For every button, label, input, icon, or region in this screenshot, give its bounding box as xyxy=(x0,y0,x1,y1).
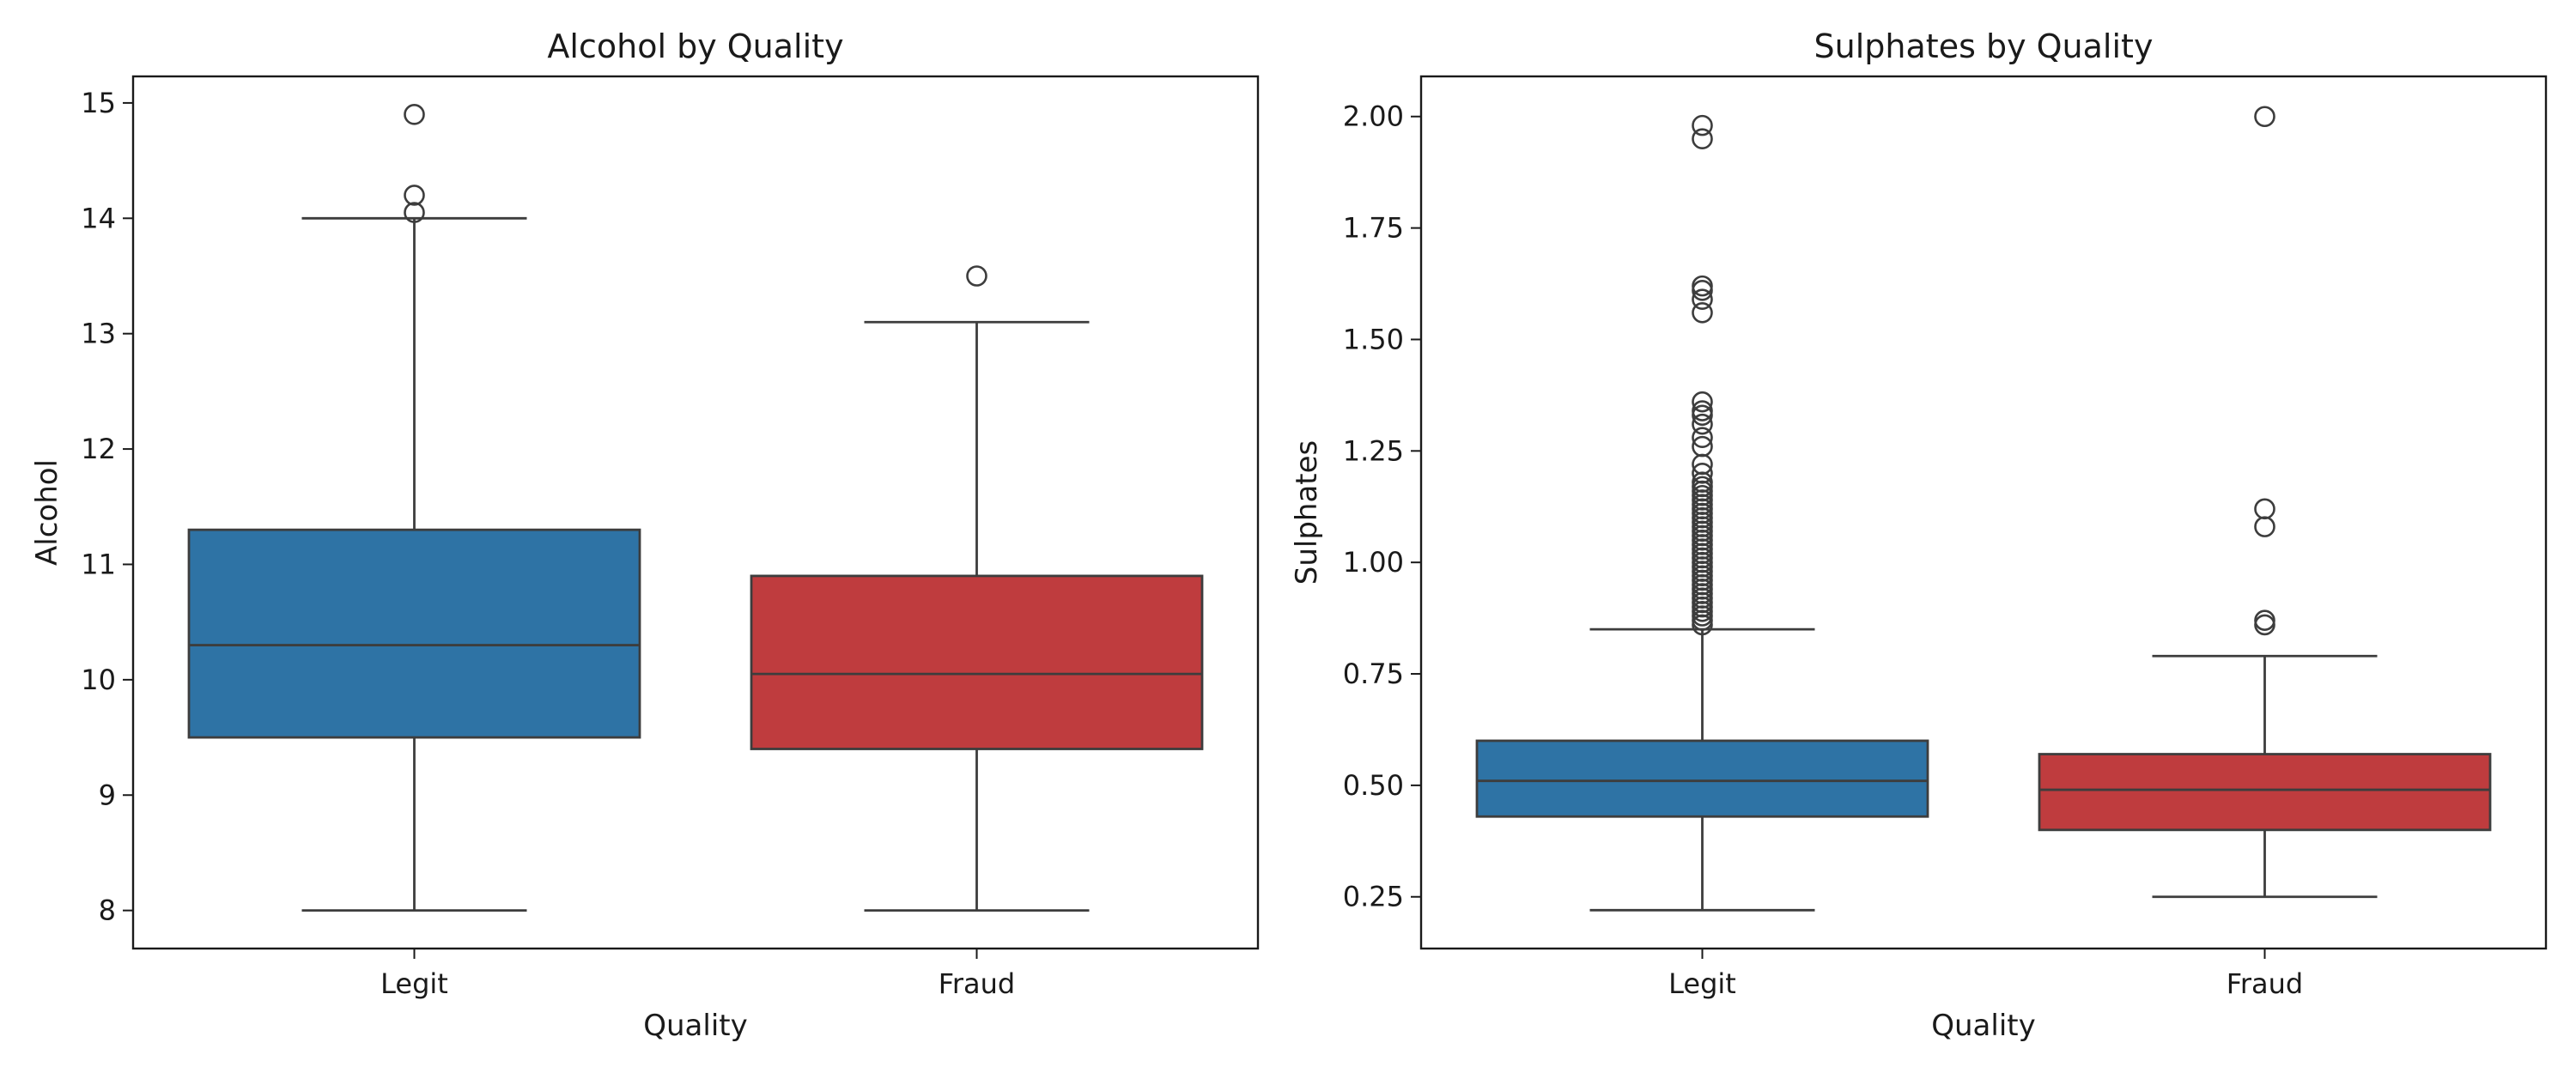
x-axis-label: Quality xyxy=(643,1009,748,1043)
y-tick-label: 14 xyxy=(81,202,116,234)
outlier-point xyxy=(1692,275,1713,297)
y-tick-label: 0.25 xyxy=(1343,881,1404,913)
interquartile-box xyxy=(2038,753,2492,832)
chart-title: Alcohol by Quality xyxy=(547,27,843,65)
y-axis-label: Sulphates xyxy=(1290,440,1324,585)
box-legit xyxy=(1475,114,1929,912)
y-tick-label: 15 xyxy=(81,87,116,119)
y-tick-label: 10 xyxy=(81,664,116,696)
plot-area: 0.25 0.50 0.75 1.00 1.25 1.50 1.75 2.00 Legit Fra… xyxy=(1343,75,2548,1000)
y-tick-label: 9 xyxy=(99,779,116,811)
y-tick-label: 1.75 xyxy=(1343,212,1404,245)
outlier-point xyxy=(1692,128,1713,150)
axes-frame xyxy=(1419,75,2548,950)
x-tick-label: Fraud xyxy=(2227,967,2303,1000)
plot-area: 8 9 10 11 12 13 14 15 Legit Fraud xyxy=(81,75,1260,1000)
y-tick-label: 0.50 xyxy=(1343,769,1404,802)
chart-title: Sulphates by Quality xyxy=(1814,27,2154,65)
box-fraud xyxy=(750,265,1204,912)
x-axis-label: Quality xyxy=(1931,1009,2036,1043)
y-tick-label: 11 xyxy=(81,548,116,580)
y-tick-label: 0.75 xyxy=(1343,658,1404,690)
x-tick-label: Fraud xyxy=(939,967,1015,1000)
outlier-point xyxy=(1692,427,1713,449)
y-tick-label: 1.25 xyxy=(1343,434,1404,467)
y-tick-label: 12 xyxy=(81,433,116,465)
outlier-point xyxy=(1692,413,1713,435)
y-tick-label: 8 xyxy=(99,894,116,927)
outlier-point xyxy=(2254,106,2275,128)
outlier-point xyxy=(1692,391,1713,413)
outlier-point xyxy=(1692,301,1713,324)
y-tick-label: 2.00 xyxy=(1343,100,1404,133)
y-tick-label: 1.00 xyxy=(1343,546,1404,579)
y-axis-label: Alcohol xyxy=(30,459,64,566)
outlier-point xyxy=(404,202,425,223)
sulphates-chart-panel: Sulphates by Quality Quality Sulphates 0… xyxy=(1290,27,2548,1043)
outlier-point xyxy=(966,265,987,287)
alcohol-chart-panel: Alcohol by Quality Quality Alcohol 8 9 10 1… xyxy=(30,27,1260,1043)
x-tick-label: Legit xyxy=(1668,967,1736,1000)
y-tick-label: 13 xyxy=(81,318,116,350)
outlier-point xyxy=(404,104,425,125)
box-fraud xyxy=(2038,106,2492,899)
y-tick-label: 1.50 xyxy=(1343,323,1404,355)
outlier-point xyxy=(404,185,425,206)
interquartile-box xyxy=(750,574,1204,750)
outlier-point xyxy=(2254,609,2275,632)
interquartile-box xyxy=(1475,739,1929,818)
outlier-point xyxy=(1692,114,1713,136)
x-tick-label: Legit xyxy=(380,967,448,1000)
interquartile-box xyxy=(187,528,641,739)
box-legit xyxy=(187,104,641,912)
outlier-point xyxy=(1692,400,1713,421)
outlier-point xyxy=(1692,462,1713,484)
outlier-point xyxy=(2254,498,2275,520)
outlier-point xyxy=(1692,435,1713,458)
axes-frame xyxy=(131,75,1260,950)
outlier-point xyxy=(1692,288,1713,311)
